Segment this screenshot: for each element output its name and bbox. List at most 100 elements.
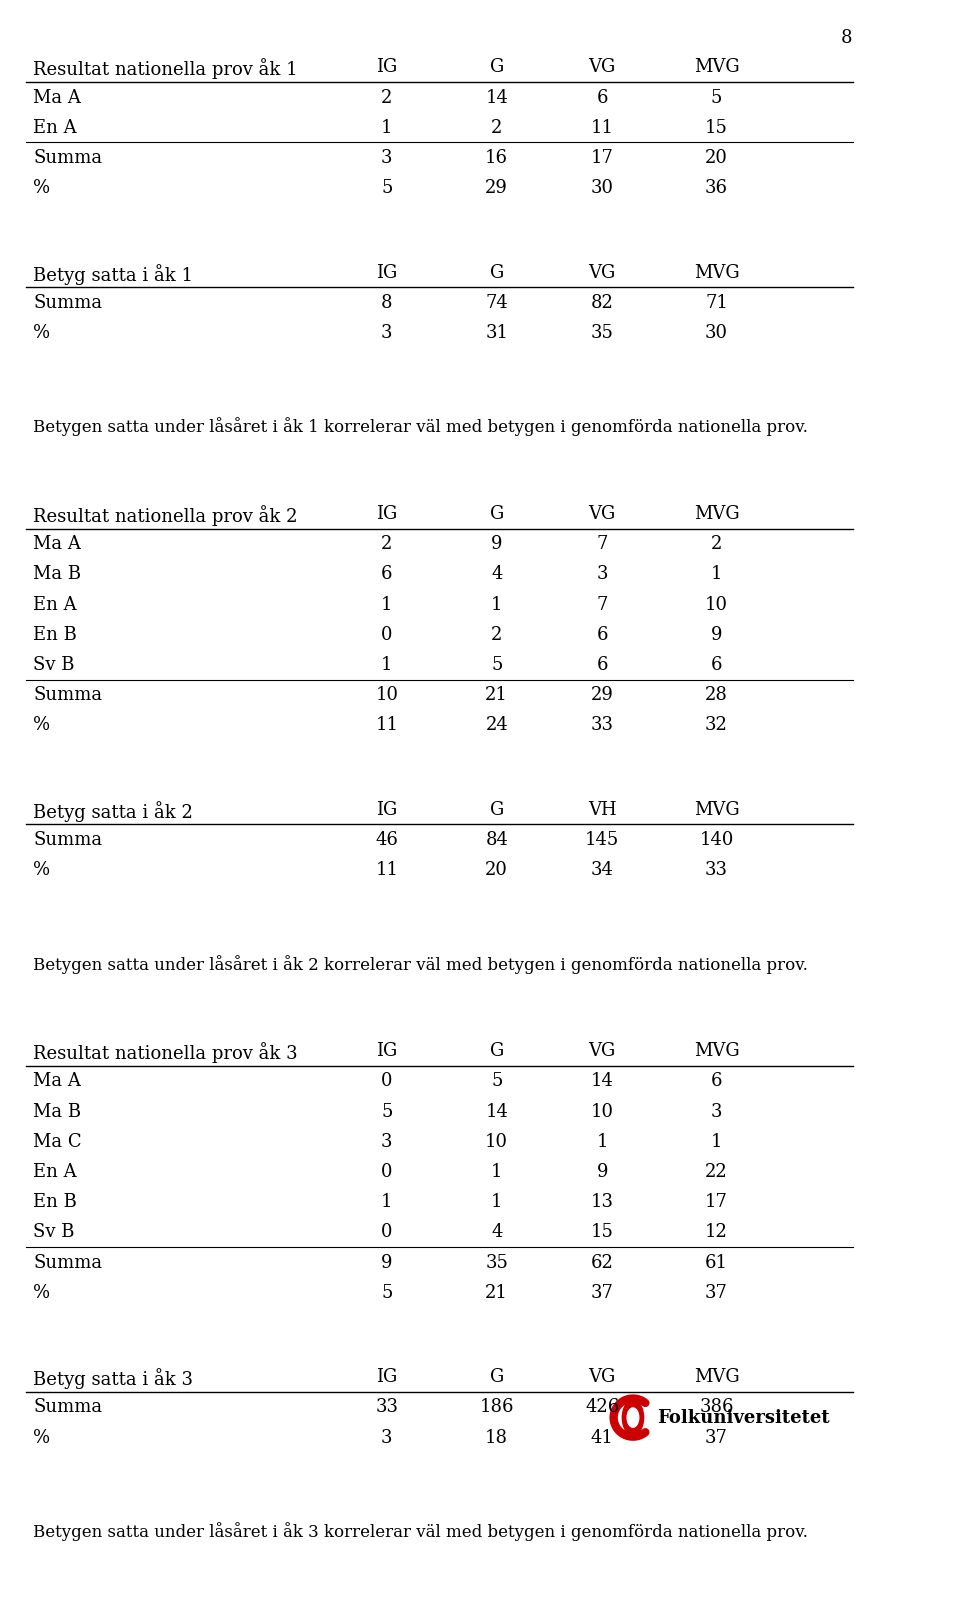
Text: 6: 6 <box>710 1072 722 1091</box>
Text: 16: 16 <box>485 148 508 166</box>
Text: Ma A: Ma A <box>34 536 82 554</box>
Text: 20: 20 <box>485 862 508 880</box>
Text: 1: 1 <box>710 565 722 583</box>
Text: 6: 6 <box>381 565 393 583</box>
Text: VH: VH <box>588 801 616 818</box>
Text: 5: 5 <box>491 1072 502 1091</box>
Text: Summa: Summa <box>34 148 103 166</box>
Text: G: G <box>490 263 504 281</box>
Text: 6: 6 <box>596 89 608 107</box>
Text: En B: En B <box>34 1193 78 1210</box>
Text: Betygen satta under låsåret i åk 1 korrelerar väl med betygen i genomförda natio: Betygen satta under låsåret i åk 1 korre… <box>34 418 808 436</box>
Text: 32: 32 <box>705 717 728 734</box>
Text: %: % <box>34 862 51 880</box>
Text: 74: 74 <box>486 294 508 312</box>
Text: En B: En B <box>34 626 78 644</box>
Text: Summa: Summa <box>34 831 103 849</box>
Text: %: % <box>34 324 51 342</box>
Text: 3: 3 <box>710 1102 722 1120</box>
Text: 0: 0 <box>381 1223 393 1241</box>
Text: Summa: Summa <box>34 1254 103 1272</box>
Text: G: G <box>490 58 504 76</box>
Text: 9: 9 <box>491 536 502 554</box>
Text: MVG: MVG <box>694 505 739 523</box>
Circle shape <box>627 1407 638 1427</box>
Text: 17: 17 <box>590 148 613 166</box>
Text: 33: 33 <box>590 717 613 734</box>
Text: 3: 3 <box>381 1133 393 1151</box>
Text: 2: 2 <box>381 536 393 554</box>
Text: 1: 1 <box>381 1193 393 1210</box>
Text: 33: 33 <box>375 1398 398 1417</box>
Text: En A: En A <box>34 596 77 613</box>
Text: 9: 9 <box>596 1164 608 1181</box>
Text: 11: 11 <box>375 717 398 734</box>
Text: 35: 35 <box>590 324 613 342</box>
Text: 15: 15 <box>590 1223 613 1241</box>
Text: 10: 10 <box>485 1133 508 1151</box>
Text: Ma B: Ma B <box>34 565 82 583</box>
Text: 14: 14 <box>590 1072 613 1091</box>
Text: 8: 8 <box>381 294 393 312</box>
Text: 5: 5 <box>381 1283 393 1302</box>
Text: 29: 29 <box>590 686 613 704</box>
Text: 37: 37 <box>590 1283 613 1302</box>
Text: 9: 9 <box>381 1254 393 1272</box>
Text: 2: 2 <box>381 89 393 107</box>
Text: 1: 1 <box>381 596 393 613</box>
Text: 46: 46 <box>375 831 398 849</box>
Text: 82: 82 <box>590 294 613 312</box>
Text: 31: 31 <box>485 324 508 342</box>
Text: 2: 2 <box>491 626 502 644</box>
Text: G: G <box>490 1369 504 1386</box>
Text: %: % <box>34 1283 51 1302</box>
Text: IG: IG <box>376 263 397 281</box>
Text: 1: 1 <box>381 119 393 137</box>
Text: 4: 4 <box>491 565 502 583</box>
Text: 1: 1 <box>381 655 393 675</box>
Text: G: G <box>490 801 504 818</box>
Text: 20: 20 <box>705 148 728 166</box>
Text: IG: IG <box>376 1043 397 1060</box>
Text: 11: 11 <box>590 119 613 137</box>
Text: 18: 18 <box>485 1428 508 1446</box>
Text: 84: 84 <box>485 831 508 849</box>
Text: 10: 10 <box>705 596 728 613</box>
Text: 5: 5 <box>381 1102 393 1120</box>
Text: MVG: MVG <box>694 1043 739 1060</box>
Text: IG: IG <box>376 801 397 818</box>
Text: Ma A: Ma A <box>34 1072 82 1091</box>
Text: 7: 7 <box>596 596 608 613</box>
Text: 0: 0 <box>381 1072 393 1091</box>
Text: Betyg satta i åk 2: Betyg satta i åk 2 <box>34 801 193 822</box>
Text: 14: 14 <box>485 89 508 107</box>
Text: Betygen satta under låsåret i åk 2 korrelerar väl med betygen i genomförda natio: Betygen satta under låsåret i åk 2 korre… <box>34 955 808 973</box>
Text: 11: 11 <box>375 862 398 880</box>
Text: 17: 17 <box>705 1193 728 1210</box>
Text: 28: 28 <box>705 686 728 704</box>
Text: MVG: MVG <box>694 263 739 281</box>
Text: IG: IG <box>376 505 397 523</box>
Text: 71: 71 <box>705 294 728 312</box>
Circle shape <box>622 1399 643 1435</box>
Text: 4: 4 <box>491 1223 502 1241</box>
Text: 3: 3 <box>381 148 393 166</box>
Text: 7: 7 <box>596 536 608 554</box>
Text: 30: 30 <box>590 179 613 197</box>
Text: 1: 1 <box>596 1133 608 1151</box>
Text: Ma B: Ma B <box>34 1102 82 1120</box>
Text: 22: 22 <box>705 1164 728 1181</box>
Text: MVG: MVG <box>694 801 739 818</box>
Text: IG: IG <box>376 1369 397 1386</box>
Text: 6: 6 <box>596 626 608 644</box>
Text: 1: 1 <box>491 596 502 613</box>
Text: 2: 2 <box>491 119 502 137</box>
Text: 37: 37 <box>705 1283 728 1302</box>
Text: Ma A: Ma A <box>34 89 82 107</box>
Text: 186: 186 <box>479 1398 514 1417</box>
Text: 1: 1 <box>710 1133 722 1151</box>
Text: Betyg satta i åk 3: Betyg satta i åk 3 <box>34 1369 193 1390</box>
Text: 30: 30 <box>705 324 728 342</box>
Text: 33: 33 <box>705 862 728 880</box>
Text: 21: 21 <box>485 686 508 704</box>
